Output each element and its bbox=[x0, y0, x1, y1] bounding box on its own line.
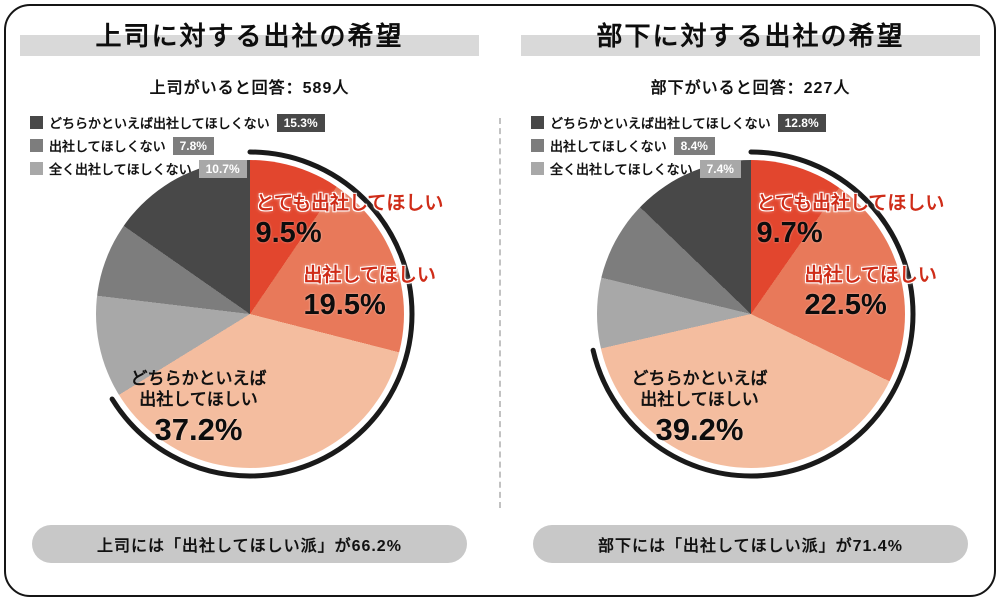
slice-value: 9.7% bbox=[756, 216, 823, 249]
legend-value: 8.4% bbox=[673, 136, 715, 155]
legend-label: どちらかといえば出社してほしくない bbox=[49, 116, 270, 131]
slice-value: 9.5% bbox=[255, 216, 322, 249]
title-highlight-band bbox=[521, 35, 980, 56]
legend-label: 出社してほしくない bbox=[49, 139, 166, 154]
slice-label: どちらかといえば bbox=[130, 369, 267, 388]
slice-callout-1: 出社してほしい 19.5% bbox=[304, 264, 436, 323]
slice-label: 出社してほしい bbox=[139, 390, 258, 410]
title-block: 部下に対する出社の希望 bbox=[515, 14, 986, 62]
legend-item: どちらかといえば出社してほしくない 12.8% bbox=[531, 113, 826, 132]
legend-label: 全く出社してほしくない bbox=[49, 162, 192, 177]
slice-value: 19.5% bbox=[303, 288, 386, 321]
pie-wrap: とても出社してほしい 9.7% 出社してほしい 22.5% どちらかといえば 出社してほし… bbox=[579, 142, 944, 486]
legend-value: 7.8% bbox=[172, 136, 214, 155]
legend-item: 全く出社してほしくない 7.4% bbox=[531, 159, 826, 178]
slice-label: 出社してほしい bbox=[303, 265, 436, 286]
legend-value: 7.4% bbox=[699, 159, 741, 178]
legend-swatch bbox=[531, 162, 544, 175]
legend-value: 15.3% bbox=[276, 113, 325, 132]
slice-label: とても出社してほしい bbox=[255, 193, 444, 214]
legend-label: 全く出社してほしくない bbox=[550, 162, 693, 177]
slice-label: 出社してほしい bbox=[640, 390, 759, 410]
pie-wrap: とても出社してほしい 9.5% 出社してほしい 19.5% どちらかといえば 出社してほし… bbox=[78, 142, 443, 486]
title-highlight-band bbox=[20, 35, 479, 56]
slice-label: 出社してほしい bbox=[804, 265, 937, 286]
legend-item: 出社してほしくない 8.4% bbox=[531, 136, 826, 155]
slice-callout-2: どちらかといえば 出社してほしい 39.2% bbox=[615, 368, 785, 448]
slice-value: 22.5% bbox=[804, 288, 887, 321]
chart-panel-boss: 上司に対する出社の希望 上司がいると回答：589人 どちらかといえば出社してほし… bbox=[0, 0, 499, 601]
legend-label: どちらかといえば出社してほしくない bbox=[550, 116, 771, 131]
slice-callout-0: とても出社してほしい 9.7% bbox=[757, 192, 945, 251]
chart-panel-subordinate: 部下に対する出社の希望 部下がいると回答：227人 どちらかといえば出社してほし… bbox=[501, 0, 1000, 601]
legend-item: 全く出社してほしくない 10.7% bbox=[30, 159, 325, 178]
legend-swatch bbox=[30, 139, 43, 152]
slice-value: 39.2% bbox=[655, 411, 744, 447]
legend-swatch bbox=[531, 139, 544, 152]
legend-value: 10.7% bbox=[198, 159, 247, 178]
legend-label: 出社してほしくない bbox=[550, 139, 667, 154]
chart-title: 部下に対する出社の希望 bbox=[596, 21, 905, 51]
slice-value: 37.2% bbox=[154, 411, 243, 447]
slice-callout-1: 出社してほしい 22.5% bbox=[805, 264, 937, 323]
legend-value: 12.8% bbox=[777, 113, 826, 132]
chart-subtitle: 部下がいると回答：227人 bbox=[650, 80, 851, 97]
slice-label: とても出社してほしい bbox=[756, 193, 945, 214]
legend-swatch bbox=[30, 116, 43, 129]
slice-callout-2: どちらかといえば 出社してほしい 37.2% bbox=[114, 368, 284, 448]
legend-swatch bbox=[531, 116, 544, 129]
summary-pill: 部下には「出社してほしい派」が71.4% bbox=[533, 525, 968, 563]
vertical-divider bbox=[499, 118, 501, 508]
legend-swatch bbox=[30, 162, 43, 175]
slice-label: どちらかといえば bbox=[631, 369, 768, 388]
title-block: 上司に対する出社の希望 bbox=[14, 14, 485, 62]
chart-subtitle: 上司がいると回答：589人 bbox=[149, 80, 350, 97]
summary-pill: 上司には「出社してほしい派」が66.2% bbox=[32, 525, 467, 563]
slice-callout-0: とても出社してほしい 9.5% bbox=[256, 192, 444, 251]
legend: どちらかといえば出社してほしくない 15.3% 出社してほしくない 7.8% 全く出社し… bbox=[30, 113, 325, 183]
legend: どちらかといえば出社してほしくない 12.8% 出社してほしくない 8.4% 全く出社し… bbox=[531, 113, 826, 183]
chart-title: 上司に対する出社の希望 bbox=[95, 21, 404, 51]
legend-item: どちらかといえば出社してほしくない 15.3% bbox=[30, 113, 325, 132]
legend-item: 出社してほしくない 7.8% bbox=[30, 136, 325, 155]
